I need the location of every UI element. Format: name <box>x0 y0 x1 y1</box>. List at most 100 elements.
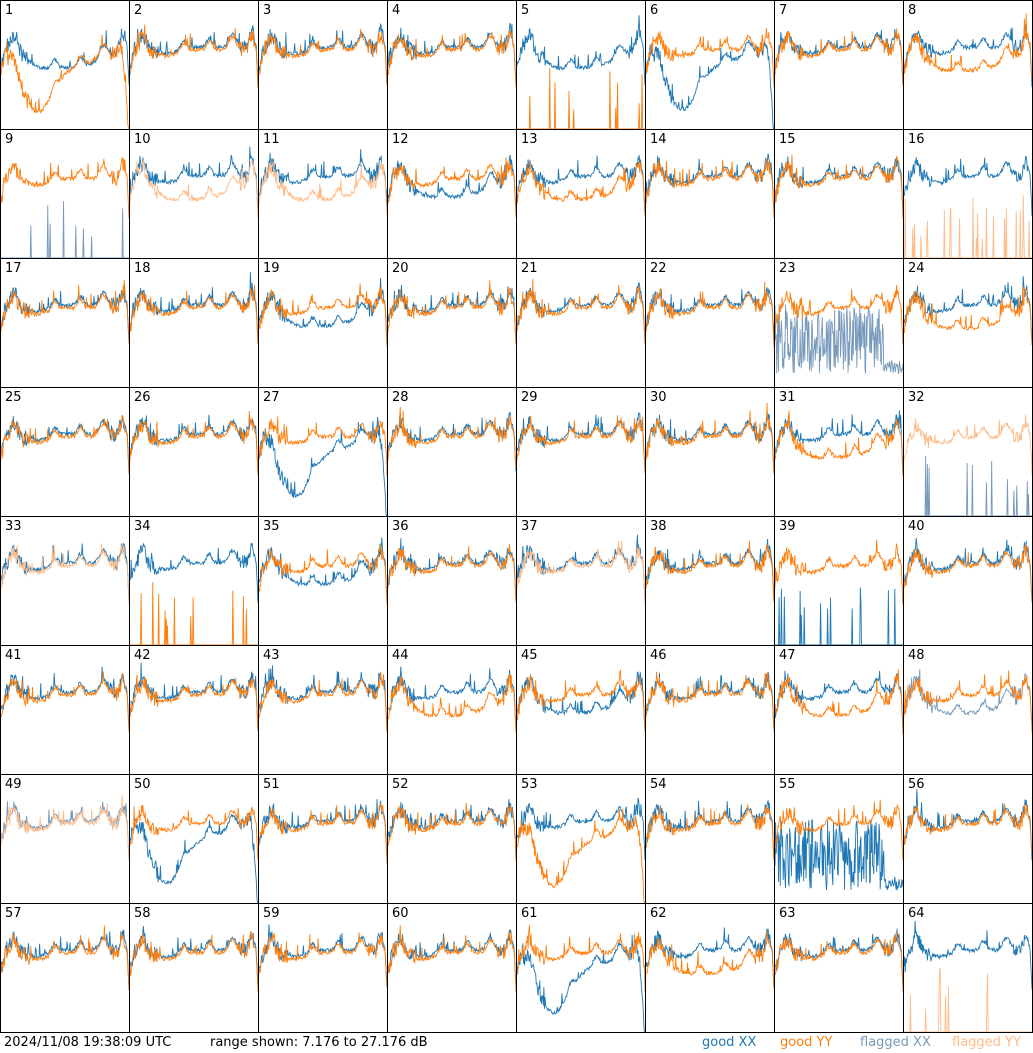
panel-38: 38 <box>646 517 775 646</box>
panel-61-plot <box>517 904 645 1032</box>
panel-number: 35 <box>263 519 280 534</box>
panel-number: 43 <box>263 648 280 663</box>
legend-flagged-yy: flagged YY <box>952 1035 1021 1050</box>
panel-58-plot <box>130 904 258 1032</box>
panel-32-yy-line <box>904 414 1032 475</box>
panel-35-plot <box>259 517 387 645</box>
panel-57-xx-line <box>1 930 129 990</box>
panel-52-plot <box>388 775 516 903</box>
panel-number: 14 <box>650 132 667 147</box>
panel-50-plot <box>130 775 258 903</box>
panel-8-xx-line <box>904 22 1032 87</box>
panel-36-yy-line <box>388 544 516 602</box>
panel-32-plot <box>904 388 1032 516</box>
panel-63: 63 <box>775 904 904 1033</box>
panel-number: 3 <box>263 3 272 18</box>
panel-29-plot <box>517 388 645 516</box>
panel-number: 18 <box>134 261 151 276</box>
panel-45-plot <box>517 646 645 774</box>
panel-26: 26 <box>130 388 259 517</box>
panel-45: 45 <box>517 646 646 775</box>
panel-57-plot <box>1 904 129 1032</box>
panel-36-plot <box>388 517 516 645</box>
panel-number: 64 <box>908 906 925 921</box>
panel-27: 27 <box>259 388 388 517</box>
panel-26-plot <box>130 388 258 516</box>
panel-46-yy-line <box>646 672 774 732</box>
panel-39-plot <box>775 517 903 645</box>
panel-12-xx-line <box>388 155 516 213</box>
panel-number: 13 <box>521 132 538 147</box>
panel-9: 9 <box>1 130 130 259</box>
panel-number: 29 <box>521 390 538 405</box>
panel-24: 24 <box>904 259 1033 388</box>
panel-number: 24 <box>908 261 925 276</box>
panel-31-plot <box>775 388 903 516</box>
panel-38-xx-line <box>646 539 774 602</box>
panel-number: 26 <box>134 390 151 405</box>
panel-47: 47 <box>775 646 904 775</box>
panel-8-plot <box>904 1 1032 129</box>
panel-32: 32 <box>904 388 1033 517</box>
panel-57-yy-line <box>1 926 129 990</box>
panel-46-plot <box>646 646 774 774</box>
panel-10-xx-line <box>130 147 258 213</box>
panel-number: 42 <box>134 648 151 663</box>
panel-16-plot <box>904 130 1032 258</box>
panel-49-xx-line <box>1 801 129 857</box>
panel-number: 48 <box>908 648 925 663</box>
panel-45-xx-line <box>517 672 645 731</box>
panel-4-plot <box>388 1 516 129</box>
panel-42-yy-line <box>130 675 258 731</box>
panel-24-plot <box>904 259 1032 387</box>
panel-60-xx-line <box>388 929 516 986</box>
panel-number: 58 <box>134 906 151 921</box>
panel-34: 34 <box>130 517 259 646</box>
panel-number: 32 <box>908 390 925 405</box>
panel-41: 41 <box>1 646 130 775</box>
panel-48: 48 <box>904 646 1033 775</box>
panel-34-xx-line <box>130 543 258 603</box>
panel-1-yy-line <box>1 35 129 129</box>
panel-53-plot <box>517 775 645 903</box>
panel-64-plot <box>904 904 1032 1032</box>
panel-17: 17 <box>1 259 130 388</box>
panel-number: 59 <box>263 906 280 921</box>
panel-64: 64 <box>904 904 1033 1033</box>
panel-number: 15 <box>779 132 796 147</box>
panel-number: 62 <box>650 906 667 921</box>
panel-3-plot <box>259 1 387 129</box>
panel-2: 2 <box>130 1 259 130</box>
panel-33-plot <box>1 517 129 645</box>
panel-54-yy-line <box>646 805 774 861</box>
panel-19-yy-line <box>259 283 387 347</box>
panel-11-yy-line <box>259 161 387 216</box>
panel-14-plot <box>646 130 774 258</box>
panel-number: 38 <box>650 519 667 534</box>
panel-36: 36 <box>388 517 517 646</box>
panel-number: 53 <box>521 777 538 792</box>
panel-number: 44 <box>392 648 409 663</box>
legend-good-xx: good XX <box>702 1035 757 1050</box>
panel-11-xx-line <box>259 149 387 213</box>
panel-1-xx-line <box>1 29 129 85</box>
panel-19-xx-line <box>259 278 387 345</box>
panel-13: 13 <box>517 130 646 259</box>
panel-6-yy-line <box>646 28 774 87</box>
panel-48-yy-line <box>904 671 1032 733</box>
panel-number: 17 <box>5 261 22 276</box>
panel-56-yy-line <box>904 804 1032 853</box>
panel-43: 43 <box>259 646 388 775</box>
panel-41-plot <box>1 646 129 774</box>
panel-55-xx-line <box>775 820 903 890</box>
panel-number: 21 <box>521 261 538 276</box>
panel-number: 37 <box>521 519 538 534</box>
legend-flagged-xx: flagged XX <box>860 1035 931 1050</box>
panel-15-plot <box>775 130 903 258</box>
panel-40: 40 <box>904 517 1033 646</box>
panel-number: 22 <box>650 261 667 276</box>
range-label: range shown: 7.176 to 27.176 dB <box>210 1035 428 1050</box>
panel-number: 31 <box>779 390 796 405</box>
panel-40-yy-line <box>904 545 1032 603</box>
panel-41-xx-line <box>1 667 129 731</box>
